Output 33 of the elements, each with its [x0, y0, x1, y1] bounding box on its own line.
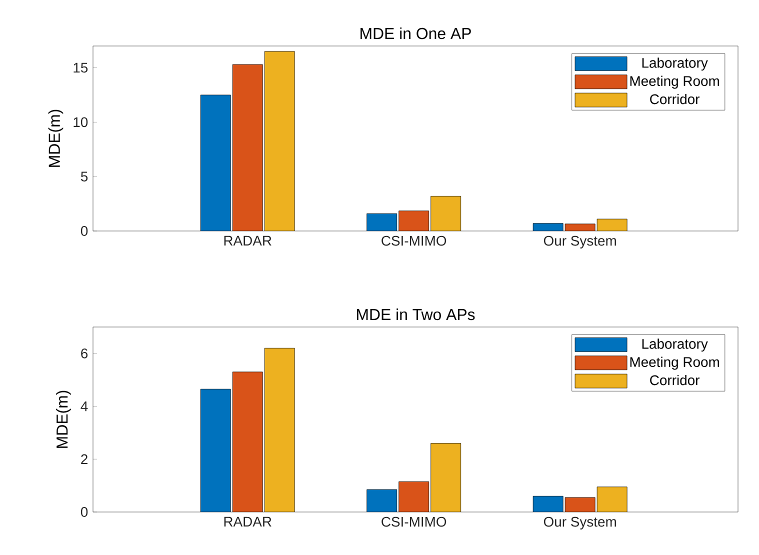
legend-label: Corridor [650, 374, 700, 386]
x-tick-label: CSI-MIMO [382, 236, 446, 246]
bar [366, 489, 398, 512]
y-tick-label: 0 [80, 226, 88, 236]
chart-title: MDE in Two APs [357, 308, 475, 320]
y-axis-title: MDE(m) [48, 110, 64, 167]
bar [200, 388, 231, 512]
bar [532, 496, 564, 512]
legend-label: Laboratory [642, 338, 708, 352]
y-tick-label: 10 [74, 117, 88, 128]
y-axis-title: MDE(m) [56, 390, 71, 448]
y-tick-label: 2 [81, 454, 88, 464]
x-tick-label: Our System [544, 236, 616, 248]
bar [596, 486, 628, 512]
legend-label: Meeting Room [630, 356, 719, 370]
y-tick-label: 6 [81, 348, 88, 358]
bar [264, 348, 295, 512]
x-tick-label: RADAR [224, 236, 272, 246]
y-tick-label: 5 [80, 172, 88, 182]
legend-label: Corridor [650, 94, 700, 104]
bar [232, 372, 263, 512]
chart-title: MDE in One AP [360, 27, 471, 40]
bar [430, 443, 462, 512]
y-tick-label: 15 [74, 62, 88, 73]
y-tick-label: 4 [80, 401, 88, 412]
bar [398, 481, 430, 512]
x-tick-label: CSI-MIMO [382, 516, 446, 527]
legend-label: Meeting Room [630, 76, 719, 89]
x-tick-label: Our System [544, 516, 616, 530]
x-tick-label: RADAR [224, 516, 272, 526]
legend-label: Laboratory [642, 58, 708, 71]
y-tick-label: 0 [80, 507, 88, 517]
bar [564, 497, 596, 512]
